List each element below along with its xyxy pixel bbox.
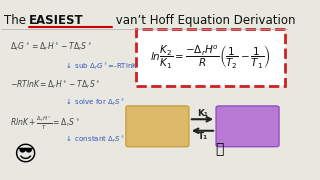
FancyBboxPatch shape bbox=[216, 106, 279, 147]
Text: van’t Hoff Equation Derivation: van’t Hoff Equation Derivation bbox=[112, 14, 295, 27]
Text: 😎: 😎 bbox=[13, 144, 36, 165]
Text: $\downarrow$ solve for $\Delta_rS^\circ$: $\downarrow$ solve for $\Delta_rS^\circ$ bbox=[64, 97, 125, 108]
Text: $\downarrow$ sub $\Delta_rG^\circ$=-RTlnK: $\downarrow$ sub $\Delta_rG^\circ$=-RTln… bbox=[64, 61, 139, 72]
FancyBboxPatch shape bbox=[126, 106, 189, 147]
Text: $-RTlnK = \Delta_rH^\circ - T\Delta_rS^\circ$: $-RTlnK = \Delta_rH^\circ - T\Delta_rS^\… bbox=[10, 78, 100, 91]
FancyBboxPatch shape bbox=[136, 29, 285, 86]
Text: $RlnK + \frac{\Delta_rH^\circ}{T} = \Delta_rS^\circ$: $RlnK + \frac{\Delta_rH^\circ}{T} = \Del… bbox=[10, 115, 80, 132]
Text: T₁: T₁ bbox=[197, 132, 208, 141]
Text: The: The bbox=[4, 14, 30, 27]
Text: K₁: K₁ bbox=[197, 109, 208, 118]
Text: $\Delta_rG^\circ = \Delta_rH^\circ - T\Delta_rS^\circ$: $\Delta_rG^\circ = \Delta_rH^\circ - T\D… bbox=[10, 40, 92, 53]
Text: $ln\dfrac{K_2}{K_1} = \dfrac{-\Delta_r H^o}{R}\left(\dfrac{1}{T_2}-\dfrac{1}{T_1: $ln\dfrac{K_2}{K_1} = \dfrac{-\Delta_r H… bbox=[150, 44, 270, 71]
Text: 🔥: 🔥 bbox=[215, 142, 224, 156]
Text: EASIEST: EASIEST bbox=[28, 14, 83, 27]
Text: $\downarrow$ constant $\Delta_rS^\circ$: $\downarrow$ constant $\Delta_rS^\circ$ bbox=[64, 133, 125, 145]
